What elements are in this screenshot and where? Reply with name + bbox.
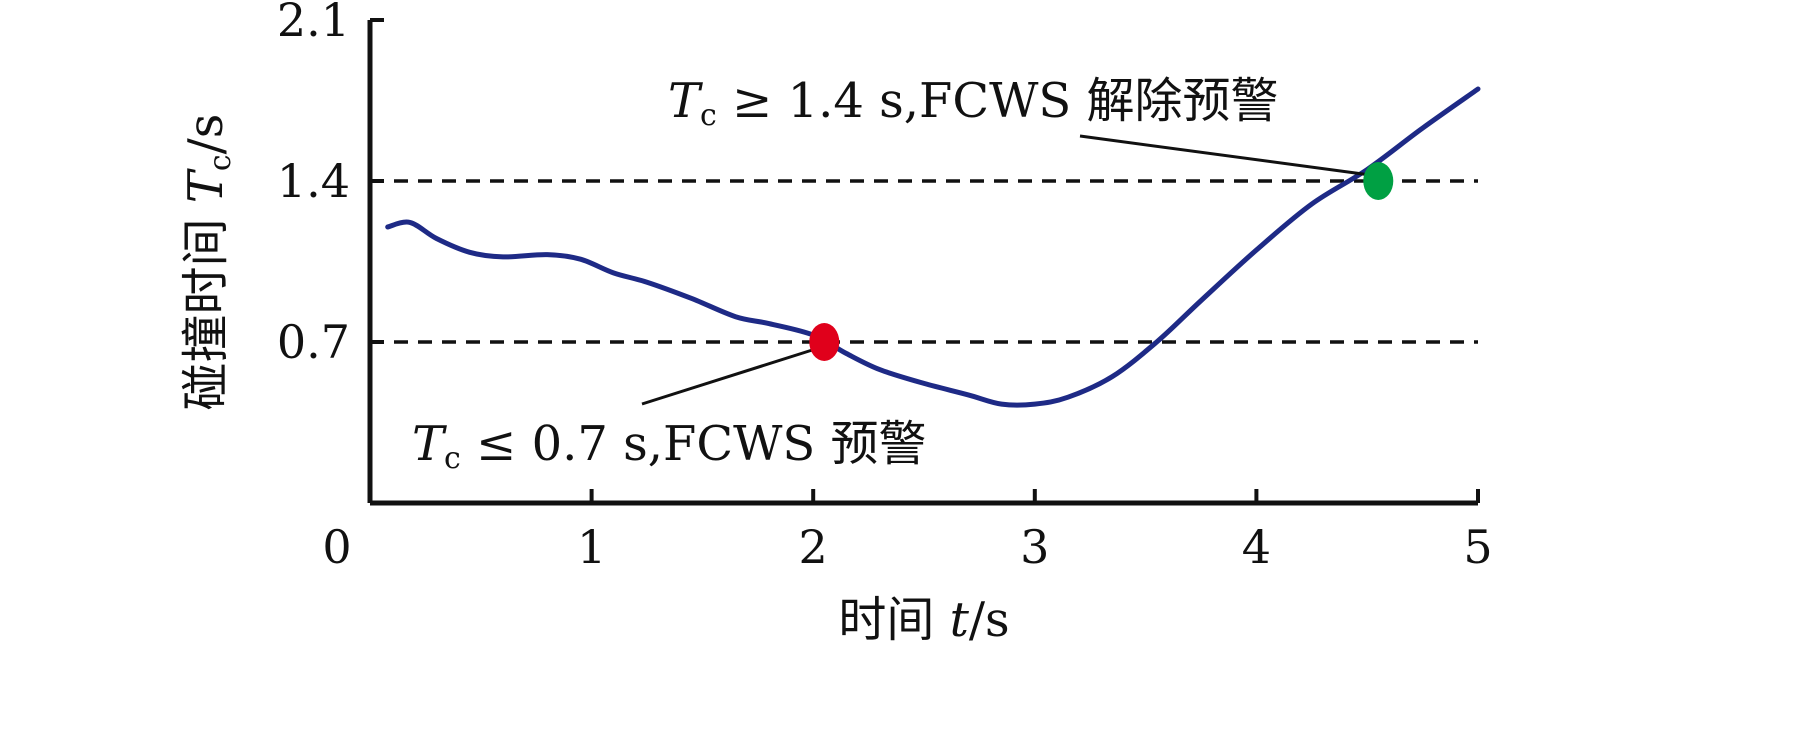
x-tick-label: 3 xyxy=(1020,520,1049,574)
release-leader-line xyxy=(1079,134,1371,177)
warning-annotation: Tc ≤ 0.7 s,FCWS 预警 xyxy=(412,416,927,476)
y-tick-label: 1.4 xyxy=(277,154,350,208)
x-axis-title: 时间 t/s xyxy=(838,592,1009,648)
y-tick-label: 2.1 xyxy=(277,0,350,47)
y-axis-title: 碰撞时间 Tc/s xyxy=(178,114,238,411)
warning-marker xyxy=(809,323,840,361)
series-line xyxy=(385,86,1481,408)
x-tick-label: 5 xyxy=(1463,520,1492,574)
x-tick-label: 1 xyxy=(577,520,606,574)
x-tick-label: 2 xyxy=(799,520,828,574)
warning-leader-line xyxy=(641,348,813,406)
release-annotation: Tc ≥ 1.4 s,FCWS 解除预警 xyxy=(668,73,1279,133)
y-tick-label: 0.7 xyxy=(277,315,350,369)
x-tick-label: 4 xyxy=(1242,520,1271,574)
release-marker xyxy=(1363,162,1394,200)
x-tick-label: 0 xyxy=(322,520,351,574)
